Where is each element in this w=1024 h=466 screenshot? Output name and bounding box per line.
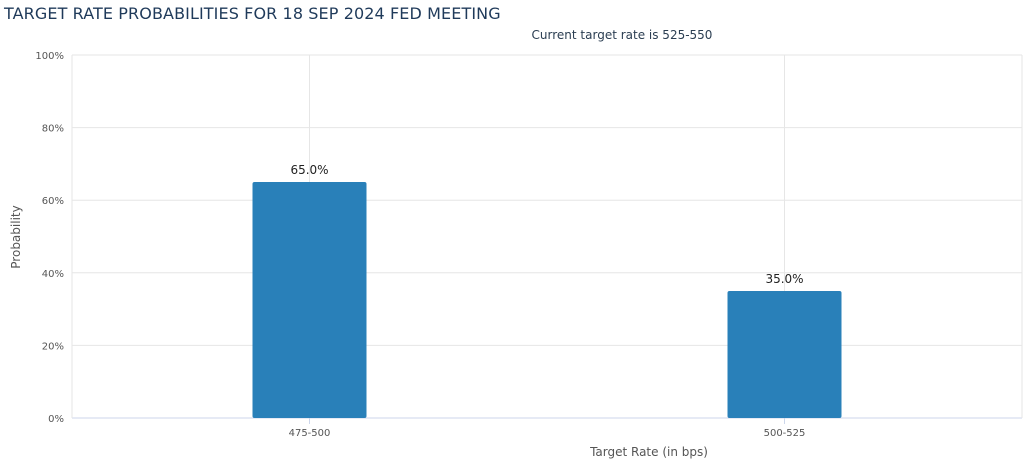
y-tick-label: 40% [42, 269, 64, 280]
y-tick-label: 0% [48, 414, 64, 425]
data-label: 65.0% [290, 163, 328, 177]
data-labels: 65.0% 35.0% [290, 163, 803, 286]
x-axis-title: Target Rate (in bps) [589, 445, 708, 459]
bar-500-525[interactable] [727, 290, 842, 418]
data-label: 35.0% [765, 272, 803, 286]
chart-title: TARGET RATE PROBABILITIES FOR 18 SEP 202… [4, 4, 501, 23]
x-tick-label: 475-500 [289, 428, 331, 439]
chart-subtitle: Current target rate is 525-550 [531, 28, 713, 42]
bars [252, 182, 842, 418]
bar-475-500[interactable] [252, 182, 367, 418]
x-tick-label: 500-525 [764, 428, 806, 439]
y-tick-label: 20% [42, 341, 64, 352]
vertical-gridlines [71, 55, 1023, 418]
y-axis-ticks: 0% 20% 40% 60% 80% 100% [35, 51, 64, 425]
horizontal-gridlines [72, 54, 1022, 419]
y-tick-label: 60% [42, 196, 64, 207]
y-tick-label: 100% [35, 51, 64, 62]
y-axis-title: Probability [9, 205, 23, 268]
y-tick-label: 80% [42, 124, 64, 135]
x-axis-ticks: 475-500 500-525 [289, 418, 806, 439]
